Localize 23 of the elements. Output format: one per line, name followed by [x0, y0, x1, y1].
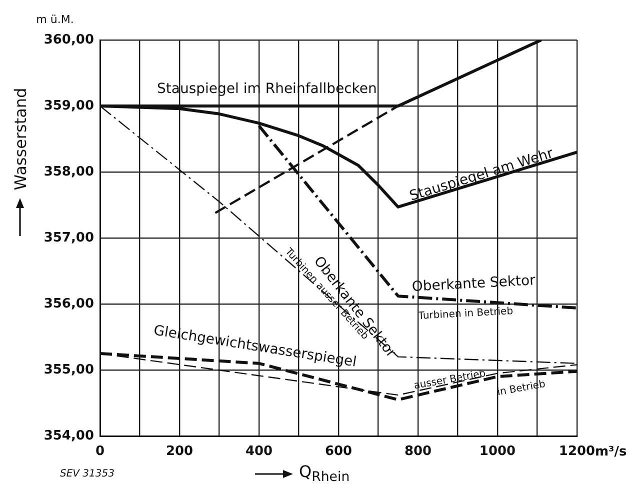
text: m ü.M. — [36, 12, 74, 26]
x-axis-title: Q$_{Rhein}$ — [299, 462, 350, 486]
y-tick-label: 354,00 — [44, 428, 94, 444]
y-tick-label: 359,00 — [44, 98, 94, 114]
y-tick-label: 357,00 — [44, 230, 94, 246]
annotation: in Betrieb — [496, 378, 546, 398]
text: SEV 31353 — [60, 468, 114, 480]
x-tick-label: 1000 — [479, 444, 516, 460]
x-tick-label: 1200 — [558, 444, 596, 460]
x-tick-label: 600 — [324, 444, 352, 460]
y-tick-label: 355,00 — [44, 362, 94, 378]
y-axis-title: Wasserstand — [10, 88, 30, 190]
x-tick-label: 800 — [404, 444, 432, 460]
text: m³/s — [595, 444, 627, 460]
annotation: Oberkante Sektor — [412, 272, 536, 296]
x-tick-label: 0 — [95, 444, 105, 460]
annotation: ausser Betrieb — [413, 368, 487, 392]
y-tick-label: 356,00 — [44, 296, 94, 312]
annotation: Turbinen in Betrieb — [417, 306, 514, 322]
x-tick-label: 400 — [245, 444, 273, 460]
x-tick-label: 200 — [166, 444, 194, 460]
y-tick-label: 360,00 — [44, 32, 94, 48]
y-tick-label: 358,00 — [44, 164, 94, 180]
